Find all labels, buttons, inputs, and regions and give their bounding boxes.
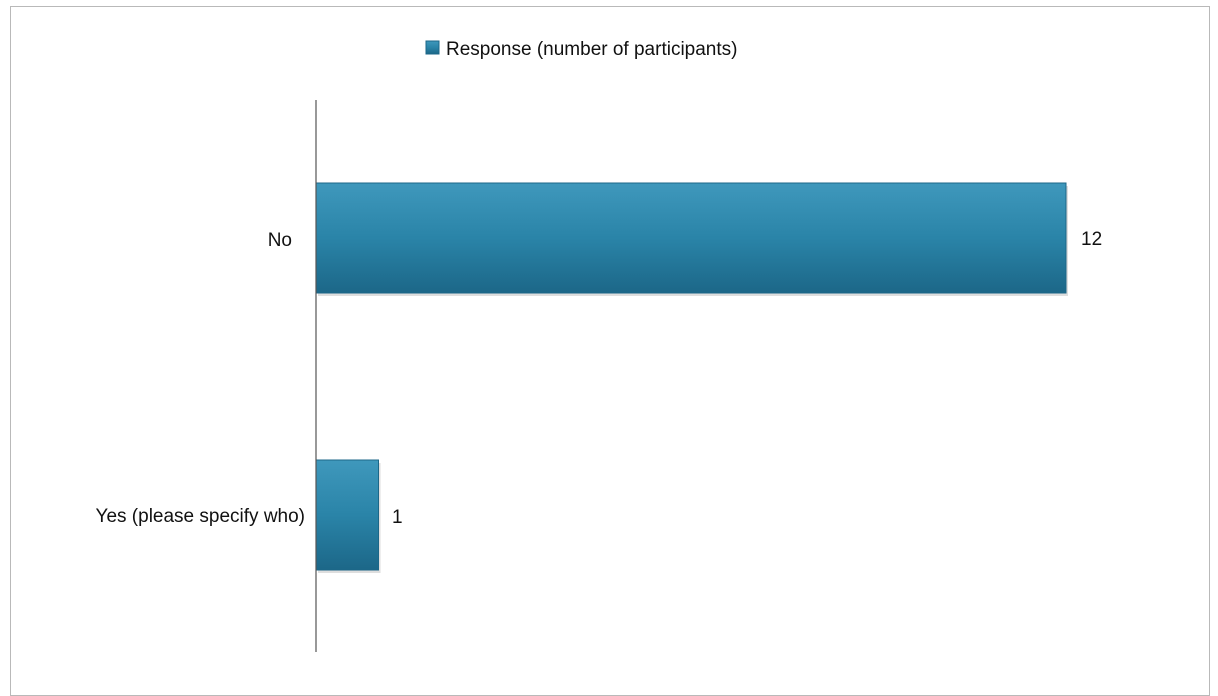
legend: Response (number of participants) — [425, 39, 737, 60]
bar-no — [315, 182, 1067, 294]
bars — [315, 182, 1068, 573]
data-label-yes: 1 — [392, 507, 403, 528]
bar-chart: Response (number of participants) No Yes… — [96, 39, 1102, 652]
category-label-yes: Yes (please specify who) — [96, 506, 305, 527]
legend-label: Response (number of participants) — [446, 39, 737, 60]
chart-frame — [10, 6, 1210, 696]
category-label-no: No — [268, 230, 292, 251]
bar-yes — [315, 459, 379, 571]
legend-swatch — [425, 40, 440, 55]
data-label-no: 12 — [1081, 229, 1102, 250]
